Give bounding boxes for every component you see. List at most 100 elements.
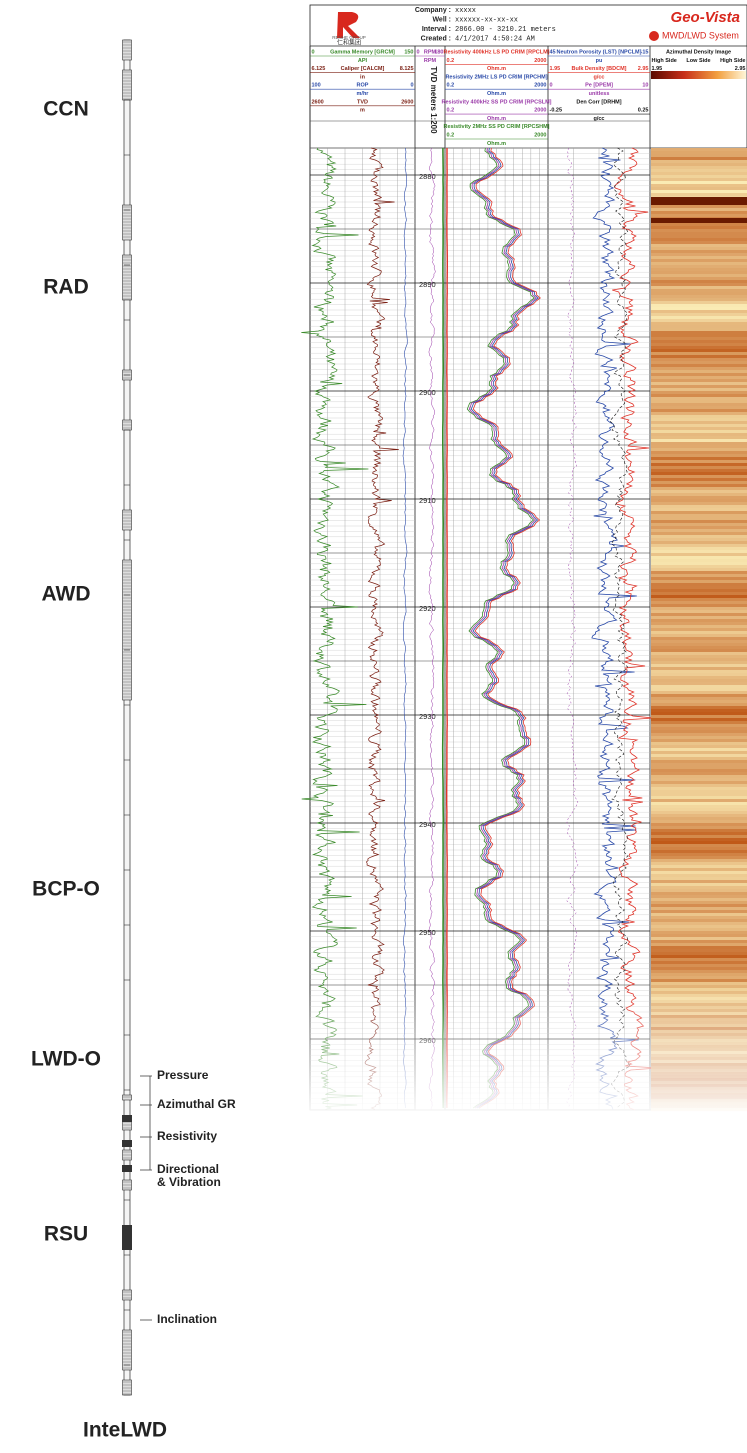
curve-name: Resistivity 400kHz LS PD CRIM [RPCLM]	[443, 49, 549, 55]
image-band	[651, 175, 747, 179]
field-label: Created :	[421, 35, 451, 42]
image-band	[651, 166, 747, 170]
image-band	[651, 394, 747, 398]
image-band	[651, 367, 747, 371]
image-band	[651, 487, 747, 491]
scale-right: 2000	[534, 108, 546, 114]
image-band	[651, 610, 747, 614]
image-band	[651, 391, 747, 395]
image-band	[651, 778, 747, 782]
image-band	[651, 421, 747, 425]
image-band	[651, 706, 747, 710]
curve-name: Pe [DPEM]	[585, 83, 613, 89]
image-band	[651, 364, 747, 368]
image-band	[651, 775, 747, 779]
image-band	[651, 454, 747, 458]
curve-name: Gamma Memory [GRCM]	[330, 49, 395, 55]
image-band	[651, 301, 747, 305]
image-band	[651, 256, 747, 260]
image-band	[651, 238, 747, 242]
image-band	[651, 535, 747, 539]
image-band	[651, 598, 747, 602]
curve-name: Resistivity 400kHz SS PD CRIM [RPCSLM]	[441, 99, 551, 105]
section-label: RAD	[43, 276, 89, 299]
sensor-label: Inclination	[157, 1312, 217, 1326]
curve-name: m/hr	[357, 91, 370, 97]
image-band	[651, 910, 747, 914]
image-band	[651, 439, 747, 443]
image-band	[651, 148, 747, 152]
image-band	[651, 808, 747, 812]
vertical-label: TVD meters 1:200	[429, 66, 438, 134]
image-band	[651, 178, 747, 182]
image-band	[651, 316, 747, 320]
image-band	[651, 757, 747, 761]
log-curve	[428, 147, 436, 1111]
image-band	[651, 595, 747, 599]
image-band	[651, 805, 747, 809]
image-band	[651, 616, 747, 620]
image-band	[651, 844, 747, 848]
image-band	[651, 331, 747, 335]
log-curve	[566, 147, 579, 1109]
field-label: Interval :	[422, 26, 451, 33]
image-band	[651, 343, 747, 347]
image-band	[651, 325, 747, 329]
image-band	[651, 901, 747, 905]
scale-left: 0	[550, 83, 553, 89]
image-band	[651, 529, 747, 533]
image-band	[651, 184, 747, 188]
image-band	[651, 271, 747, 275]
image-band	[651, 934, 747, 938]
scale-left: 0.2	[447, 108, 455, 114]
tool-detail	[122, 1379, 132, 1396]
image-band	[651, 208, 747, 212]
image-band	[651, 304, 747, 308]
image-band	[651, 469, 747, 473]
image-band	[651, 886, 747, 890]
image-band	[651, 961, 747, 965]
image-band	[651, 955, 747, 959]
scale-left: 0	[417, 49, 420, 55]
curve-name: TVD	[357, 99, 368, 105]
image-band	[651, 826, 747, 830]
scale-right: 2.95	[638, 66, 649, 72]
curve-name: Resistivity 2MHz LS PD CRIM [RPCHM]	[445, 74, 547, 80]
scale-right: 0.25	[638, 108, 649, 114]
image-band	[651, 274, 747, 278]
log-curve	[364, 147, 399, 1110]
image-band	[651, 205, 747, 209]
tool-detail	[122, 254, 132, 301]
image-band	[651, 829, 747, 833]
image-band	[651, 346, 747, 350]
image-band	[651, 832, 747, 836]
image-band	[651, 631, 747, 635]
image-band	[651, 406, 747, 410]
image-band	[651, 262, 747, 266]
image-band	[651, 511, 747, 515]
scale-left: 0	[312, 49, 315, 55]
image-band	[651, 970, 747, 974]
tool-detail	[122, 1115, 132, 1122]
scale-right: 150	[404, 49, 413, 55]
image-band	[651, 218, 747, 223]
image-band	[651, 877, 747, 881]
sensor-label: Resistivity	[157, 1129, 217, 1143]
image-band	[651, 742, 747, 746]
image-band	[651, 964, 747, 968]
image-band	[651, 499, 747, 503]
image-band	[651, 382, 747, 386]
image-band	[651, 328, 747, 332]
image-band	[651, 229, 747, 233]
image-band	[651, 313, 747, 317]
image-band	[651, 982, 747, 986]
image-band	[651, 883, 747, 887]
curve-name: Ohm.m	[487, 91, 506, 97]
image-band	[651, 568, 747, 572]
image-band	[651, 673, 747, 677]
image-band	[651, 415, 747, 419]
image-band	[651, 703, 747, 707]
log-curve	[446, 148, 448, 1109]
depth-label: 2940	[419, 820, 436, 829]
image-band	[651, 664, 747, 668]
